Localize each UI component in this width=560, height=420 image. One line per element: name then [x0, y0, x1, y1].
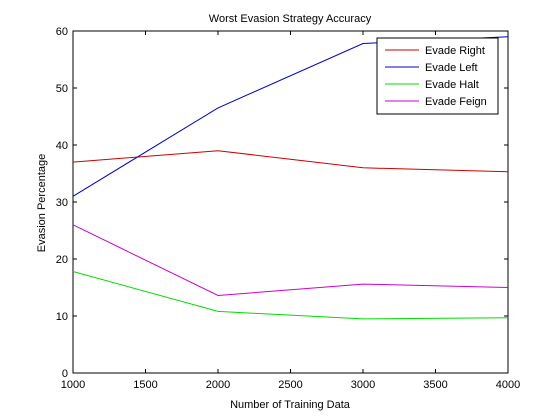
x-tick-label: 1000 — [61, 379, 85, 391]
x-axis-label: Number of Training Data — [230, 399, 351, 411]
x-tick-label: 1500 — [133, 379, 157, 391]
x-tick-label: 3000 — [351, 379, 375, 391]
x-tick-label: 2000 — [206, 379, 230, 391]
legend-label-evade-feign: Evade Feign — [425, 96, 487, 108]
series-line-evade-feign — [72, 224, 509, 297]
legend-label-evade-left: Evade Left — [425, 62, 478, 74]
x-tick-label: 4000 — [496, 379, 520, 391]
y-tick-label: 40 — [56, 140, 68, 152]
y-tick-label: 30 — [56, 197, 68, 209]
y-tick-label: 0 — [62, 368, 68, 380]
y-tick-label: 50 — [56, 83, 68, 95]
y-axis-label: Evasion Percentage — [36, 154, 48, 252]
legend-label-evade-right: Evade Right — [425, 45, 485, 57]
chart-title: Worst Evasion Strategy Accuracy — [209, 13, 372, 25]
legend: Evade Right Evade Left Evade Halt Evade Fei… — [376, 37, 499, 115]
y-tick-label: 60 — [56, 26, 68, 38]
y-tick-label: 10 — [56, 311, 68, 323]
legend-label-evade-halt: Evade Halt — [425, 79, 479, 91]
y-tick-label: 20 — [56, 254, 68, 266]
series-line-evade-halt — [72, 271, 509, 320]
x-tick-label: 2500 — [278, 379, 302, 391]
series-line-evade-right — [72, 150, 509, 173]
x-tick-label: 3500 — [423, 379, 447, 391]
